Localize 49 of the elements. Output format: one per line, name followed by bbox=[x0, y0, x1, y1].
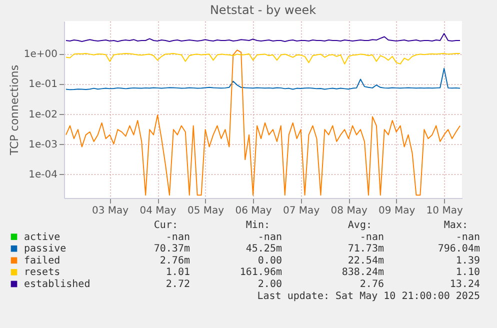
text: 2.00 bbox=[258, 279, 282, 290]
text: 1.10 bbox=[456, 267, 480, 278]
y-axis-title: TCP connections bbox=[8, 64, 21, 156]
text: 2.76 bbox=[360, 279, 384, 290]
x-tick-label: 04 May bbox=[140, 206, 176, 216]
y-tick-label: 1e-01 bbox=[28, 79, 58, 90]
chart-title: Netstat - by week bbox=[210, 3, 316, 17]
legend-label: passive bbox=[24, 244, 66, 255]
text: -nan bbox=[456, 232, 480, 243]
line-series bbox=[65, 68, 461, 90]
y-tick-label: 1e-02 bbox=[28, 109, 58, 120]
x-tick-label: 07 May bbox=[283, 206, 320, 216]
text: 1.01 bbox=[166, 267, 190, 278]
y-tick-label: 1e-03 bbox=[28, 139, 58, 150]
x-tick-label: 08 May bbox=[330, 206, 368, 216]
text: 2.76m bbox=[160, 255, 190, 266]
line-series bbox=[65, 53, 461, 64]
x-tick-label: 10 May bbox=[426, 206, 463, 216]
text: 0.00 bbox=[258, 255, 282, 266]
x-tick-label: 05 May bbox=[188, 206, 224, 216]
legend-label: failed bbox=[24, 255, 60, 266]
text: -nan bbox=[258, 232, 282, 243]
text: 796.04m bbox=[438, 244, 480, 255]
text: 70.37m bbox=[154, 244, 190, 255]
line-series bbox=[65, 50, 461, 196]
text: 13.24 bbox=[450, 279, 480, 290]
text: 71.73m bbox=[348, 244, 384, 255]
text: Min: bbox=[246, 220, 270, 231]
text: -nan bbox=[166, 232, 190, 243]
line-series bbox=[65, 33, 461, 42]
text: 1.39 bbox=[456, 255, 480, 266]
x-tick-label: 06 May bbox=[235, 206, 272, 216]
text: -nan bbox=[360, 232, 384, 243]
text: 838.24m bbox=[342, 267, 384, 278]
text: 22.54m bbox=[348, 255, 384, 266]
y-tick-label: 1e+00 bbox=[24, 49, 58, 60]
legend-label: established bbox=[24, 279, 90, 290]
legend-label: active bbox=[24, 232, 60, 243]
text: Cur: bbox=[154, 220, 178, 231]
text: Max: bbox=[444, 220, 468, 231]
text: 2.72 bbox=[166, 279, 190, 290]
legend-label: resets bbox=[24, 267, 60, 278]
x-tick-label: 03 May bbox=[92, 206, 129, 216]
y-tick-label: 1e-04 bbox=[28, 170, 58, 181]
text: 161.96m bbox=[240, 267, 282, 278]
text: Avg: bbox=[348, 220, 372, 231]
text: 45.25m bbox=[246, 244, 282, 255]
text: Last update: Sat May 10 21:00:00 2025 bbox=[257, 290, 480, 302]
x-tick-label: 09 May bbox=[378, 206, 416, 216]
